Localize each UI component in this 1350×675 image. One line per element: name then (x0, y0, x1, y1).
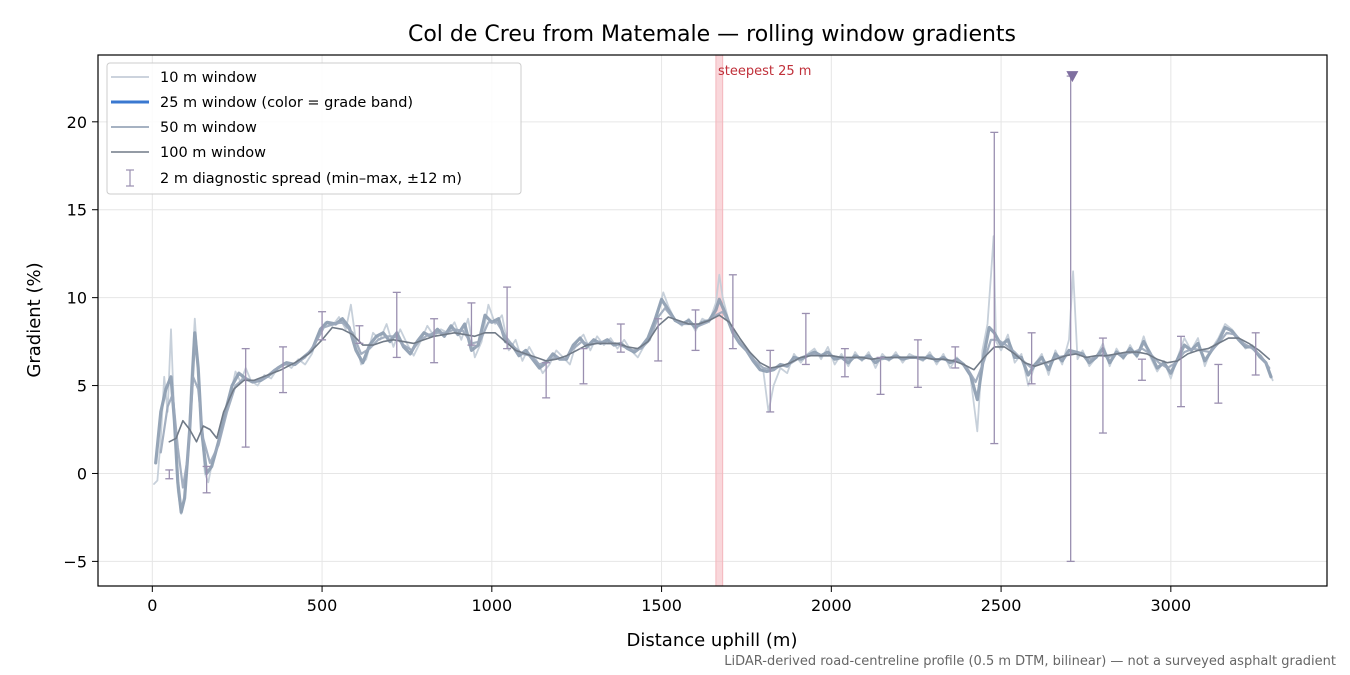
x-tick-label-6: 3000 (1150, 596, 1191, 615)
errorbar-4 (318, 311, 327, 341)
errorbar-7 (430, 318, 439, 364)
x-tick-label-1: 500 (307, 596, 338, 615)
steepest-band (715, 55, 724, 586)
errorbar-13 (654, 318, 663, 362)
steepest-annotation: steepest 25 m (718, 64, 811, 79)
errorbar-28 (1214, 363, 1223, 404)
y-axis-ticks: −5 0 5 10 15 20 (63, 113, 98, 571)
errorbar-12 (616, 323, 625, 353)
errorbar-27 (1177, 335, 1186, 408)
errorbar-9 (503, 286, 512, 350)
x-tick-label-4: 2000 (811, 596, 852, 615)
errorbar-3 (279, 346, 288, 394)
plot-frame (97, 54, 1328, 587)
errorbar-14 (691, 309, 700, 352)
errorbar-18 (840, 347, 849, 378)
legend-label-w25: 25 m window (color = grade band) (160, 95, 413, 111)
x-axis-label: Distance uphill (m) (627, 630, 798, 651)
legend-swatch-errbar (126, 169, 134, 187)
y-tick-label-1: 0 (77, 464, 87, 483)
series-line-w100 (168, 314, 1271, 443)
legend-label-errbar: 2 m diagnostic spread (min–max, ±12 m) (160, 171, 462, 187)
errorbar-17 (801, 312, 810, 366)
errorbar-0 (165, 469, 174, 480)
y-tick-label-4: 15 (67, 201, 87, 220)
legend: 10 m window 25 m window (color = grade b… (106, 62, 522, 195)
y-tick-label-0: −5 (63, 552, 87, 571)
x-axis-ticks: 0 500 1000 1500 2000 2500 3000 (147, 586, 1191, 615)
errorbar-10 (542, 362, 551, 399)
errorbar-19 (876, 356, 885, 395)
errorbar-1 (202, 465, 211, 494)
errorbars (165, 75, 1260, 563)
steepest-highlight (715, 55, 724, 586)
y-axis-label: Gradient (%) (24, 262, 45, 377)
errorbar-15 (728, 274, 737, 350)
errorbar-22 (990, 131, 999, 445)
x-tick-label-0: 0 (147, 596, 157, 615)
grid (98, 55, 1327, 586)
errorbar-23 (1027, 332, 1036, 385)
legend-label-w50: 50 m window (160, 120, 257, 136)
x-tick-label-3: 1500 (641, 596, 682, 615)
y-tick-label-2: 5 (77, 377, 87, 396)
x-tick-label-5: 2500 (981, 596, 1022, 615)
errorbar-6 (392, 291, 401, 359)
legend-label-w10: 10 m window (160, 70, 257, 86)
footnote: LiDAR-derived road-centreline profile (0… (724, 654, 1336, 669)
x-tick-label-2: 1000 (471, 596, 512, 615)
errorbar-2 (241, 347, 250, 448)
marker-layer (1066, 71, 1079, 83)
errorbar-25 (1098, 337, 1107, 434)
errorbar-21 (951, 346, 960, 369)
errorbar-26 (1137, 358, 1146, 381)
errorbar-5 (355, 325, 364, 345)
y-tick-label-5: 20 (67, 113, 87, 132)
series-lines (153, 235, 1274, 515)
errorbar-16 (766, 349, 775, 413)
legend-box (106, 62, 522, 195)
y-tick-label-3: 10 (67, 289, 87, 308)
errorbar-20 (913, 339, 922, 388)
errorbar-24 (1066, 75, 1075, 563)
chart-title: Col de Creu from Matemale — rolling wind… (408, 22, 1016, 47)
marker-triangle (1066, 71, 1079, 83)
errorbar-11 (579, 347, 588, 385)
errorbar-8 (467, 302, 476, 346)
errorbar-29 (1251, 332, 1260, 376)
legend-label-w100: 100 m window (160, 145, 266, 161)
